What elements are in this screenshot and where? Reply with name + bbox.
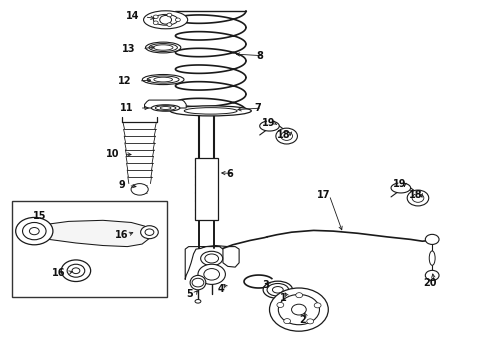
Text: 3: 3 <box>262 280 269 290</box>
Ellipse shape <box>155 106 176 111</box>
Ellipse shape <box>146 42 181 53</box>
Circle shape <box>29 228 39 235</box>
Ellipse shape <box>205 254 219 263</box>
Ellipse shape <box>149 44 177 51</box>
Bar <box>195 158 218 220</box>
Circle shape <box>72 268 80 274</box>
Polygon shape <box>27 220 151 247</box>
Ellipse shape <box>153 45 173 50</box>
Text: 19: 19 <box>392 179 406 189</box>
Text: 5: 5 <box>187 289 194 299</box>
Text: 20: 20 <box>423 278 437 288</box>
Text: 9: 9 <box>118 180 125 190</box>
Circle shape <box>160 15 172 24</box>
Circle shape <box>296 293 303 298</box>
Circle shape <box>153 15 158 19</box>
Circle shape <box>167 13 172 17</box>
Ellipse shape <box>147 76 179 83</box>
Text: 6: 6 <box>226 168 233 179</box>
Text: 1: 1 <box>280 293 287 303</box>
Ellipse shape <box>201 251 222 266</box>
Circle shape <box>192 278 204 287</box>
Polygon shape <box>145 100 186 108</box>
Circle shape <box>167 23 172 26</box>
Text: 11: 11 <box>120 103 133 113</box>
Circle shape <box>141 226 158 239</box>
Circle shape <box>314 303 321 308</box>
Circle shape <box>67 264 85 277</box>
Ellipse shape <box>154 77 172 82</box>
Bar <box>12 201 167 297</box>
Circle shape <box>425 234 439 244</box>
Circle shape <box>153 21 158 24</box>
Circle shape <box>292 304 306 315</box>
Text: 16: 16 <box>52 268 66 278</box>
Ellipse shape <box>131 184 148 195</box>
Circle shape <box>23 222 46 240</box>
Circle shape <box>145 229 154 235</box>
Circle shape <box>277 302 284 307</box>
Text: 17: 17 <box>317 190 330 201</box>
Text: 18: 18 <box>277 130 291 140</box>
Ellipse shape <box>272 287 283 293</box>
Circle shape <box>407 190 429 206</box>
Circle shape <box>278 294 319 325</box>
Circle shape <box>204 269 220 280</box>
Text: 15: 15 <box>33 211 47 221</box>
Circle shape <box>284 319 291 324</box>
Text: 8: 8 <box>256 51 263 61</box>
Circle shape <box>307 319 314 324</box>
Text: 13: 13 <box>122 44 135 54</box>
Text: 14: 14 <box>125 11 139 21</box>
Circle shape <box>425 270 439 280</box>
Ellipse shape <box>184 108 237 114</box>
Ellipse shape <box>267 284 289 296</box>
Text: 19: 19 <box>262 118 275 128</box>
Circle shape <box>175 18 180 22</box>
Ellipse shape <box>151 105 180 111</box>
Ellipse shape <box>153 14 178 25</box>
Text: 7: 7 <box>255 103 262 113</box>
Ellipse shape <box>195 300 201 303</box>
Text: 18: 18 <box>409 190 422 201</box>
Text: 12: 12 <box>118 76 132 86</box>
Ellipse shape <box>429 251 435 265</box>
Ellipse shape <box>170 106 251 116</box>
Circle shape <box>276 128 297 144</box>
Text: 4: 4 <box>218 284 225 294</box>
Ellipse shape <box>263 281 293 298</box>
Circle shape <box>270 288 328 331</box>
Circle shape <box>61 260 91 282</box>
Text: 2: 2 <box>299 315 306 325</box>
Text: 16: 16 <box>115 230 128 240</box>
Text: 10: 10 <box>106 149 120 159</box>
Ellipse shape <box>190 275 206 290</box>
Circle shape <box>16 217 53 245</box>
Ellipse shape <box>160 107 171 109</box>
Circle shape <box>198 264 225 284</box>
Circle shape <box>281 132 293 140</box>
Ellipse shape <box>143 75 184 85</box>
Ellipse shape <box>144 11 188 29</box>
Circle shape <box>412 194 424 202</box>
